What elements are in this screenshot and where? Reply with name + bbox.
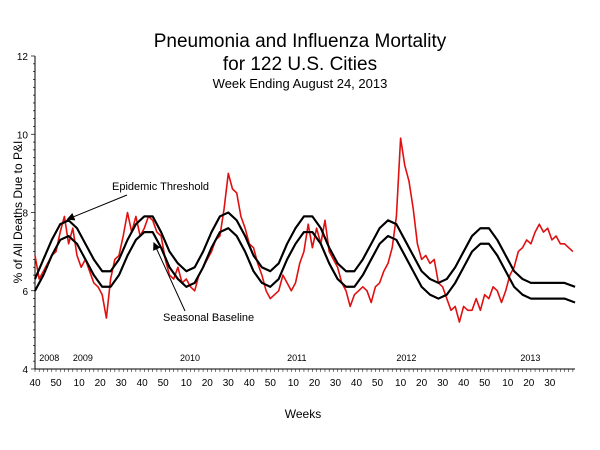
x-tick-label: 50 [479, 378, 491, 389]
year-label: 2008 [39, 353, 59, 363]
x-tick-label: 20 [309, 378, 321, 389]
seasonal-baseline-arrow [153, 241, 186, 312]
x-tick-label: 50 [372, 378, 384, 389]
epidemic-threshold-arrow [66, 194, 128, 221]
axes [34, 56, 575, 370]
x-tick-label: 40 [351, 378, 363, 389]
x-tick-label: 30 [544, 378, 556, 389]
epidemic-threshold-label: Epidemic Threshold [112, 181, 209, 193]
x-tick-label: 20 [95, 378, 107, 389]
x-tick-label: 20 [202, 378, 214, 389]
year-label: 2010 [180, 353, 200, 363]
year-label: 2009 [73, 353, 93, 363]
y-axis-ticks: 4 6 8 10 12 [17, 52, 35, 376]
x-tick-label: 40 [244, 378, 256, 389]
series-group [34, 137, 576, 323]
annotations: Epidemic Threshold Seasonal Baseline [66, 181, 254, 324]
x-axis-label: Weeks [285, 407, 321, 421]
y-tick-label: 6 [22, 287, 28, 298]
chart-title-line-2: for 122 U.S. Cities [223, 54, 377, 75]
x-tick-label: 20 [416, 378, 428, 389]
x-tick-label: 30 [223, 378, 235, 389]
x-tick-label: 10 [288, 378, 300, 389]
x-tick-label: 10 [395, 378, 407, 389]
x-tick-label: 50 [50, 378, 62, 389]
x-tick-label: 10 [181, 378, 193, 389]
year-labels: 2008 2009 2010 2011 2012 2013 [39, 353, 540, 363]
year-label: 2012 [396, 353, 416, 363]
series-line-overlay [34, 211, 576, 288]
y-tick-label: 10 [17, 130, 29, 141]
year-label: 2013 [520, 353, 540, 363]
y-axis-label: % of All Deaths Due to P&I [11, 141, 25, 284]
series-line-seasonal-baseline [34, 227, 576, 304]
series-line-p-i-mortality [34, 137, 574, 323]
x-tick-label: 40 [458, 378, 470, 389]
seasonal-baseline-label: Seasonal Baseline [163, 312, 254, 324]
x-tick-label: 50 [158, 378, 170, 389]
x-tick-label: 10 [74, 378, 86, 389]
chart-subtitle: Week Ending August 24, 2013 [213, 76, 388, 91]
y-tick-label: 12 [17, 52, 29, 63]
x-tick-label: 50 [265, 378, 277, 389]
series-line-overlay [34, 227, 576, 304]
x-tick-label: 30 [330, 378, 342, 389]
y-tick-label: 8 [22, 209, 28, 220]
x-tick-label: 40 [29, 378, 41, 389]
x-tick-label: 10 [502, 378, 514, 389]
x-tick-label: 30 [116, 378, 128, 389]
x-axis-ticks: 40 50 10 20 30 40 50 10 20 30 40 50 10 20 30 40 50 10 20 30… [29, 369, 574, 389]
chart-title-line-1: Pneumonia and Influenza Mortality [154, 31, 447, 52]
x-tick-label: 30 [437, 378, 449, 389]
x-tick-label: 40 [137, 378, 149, 389]
x-tick-label: 20 [523, 378, 535, 389]
y-tick-label: 4 [22, 365, 28, 376]
year-label: 2011 [287, 353, 306, 363]
